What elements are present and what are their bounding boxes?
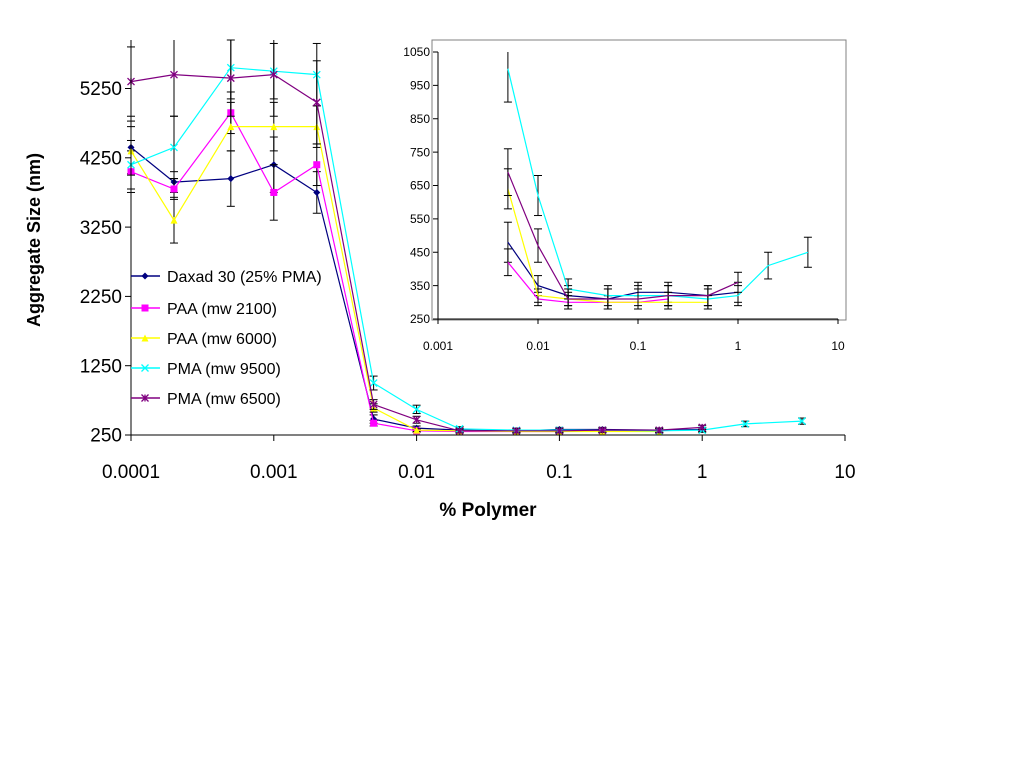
inset-chart: 0.001 0.01 0.1 1 10 250 350 450 550 650 750 850 950 1…	[403, 39, 847, 353]
y-tick-label: 450	[410, 245, 430, 259]
series-4	[503, 148, 742, 310]
y-tick-label: 550	[410, 212, 430, 226]
data-point	[555, 426, 564, 435]
y-tick-label: 1050	[403, 45, 430, 59]
data-point	[312, 98, 321, 107]
series-line	[507, 171, 739, 300]
y-tick-label: 250	[90, 426, 122, 447]
y-tick-label: 650	[410, 179, 430, 193]
data-point	[370, 419, 378, 427]
data-point	[170, 70, 178, 79]
legend-label: PMA (mw 9500)	[167, 361, 281, 378]
y-tick-label: 2250	[80, 287, 122, 308]
series-line	[507, 68, 809, 300]
data-point	[412, 405, 421, 414]
data-point	[270, 188, 278, 196]
y-tick-label: 350	[410, 279, 430, 293]
data-point	[369, 379, 378, 387]
y-tick-label: 750	[410, 145, 430, 159]
x-tick-label: 0.1	[630, 339, 647, 353]
y-tick-label: 3250	[80, 218, 122, 239]
legend-label: Daxad 30 (25% PMA)	[167, 269, 322, 286]
x-tick-label: 0.001	[423, 339, 453, 353]
legend-label: PAA (mw 6000)	[167, 331, 277, 348]
x-tick-label: 1	[697, 462, 708, 483]
y-tick-label: 250	[410, 312, 430, 326]
data-point	[698, 423, 707, 432]
data-point	[655, 426, 664, 435]
data-point	[413, 426, 421, 434]
main-chart: 0.0001 0.001 0.01 0.1 1 102501250225032504250…	[24, 39, 856, 521]
data-point	[141, 334, 149, 342]
x-tick-label: 1	[735, 339, 742, 353]
legend-label: PMA (mw 6500)	[167, 391, 281, 408]
x-tick-label: 0.01	[526, 339, 550, 353]
y-tick-label: 5250	[80, 79, 122, 100]
data-point	[141, 364, 149, 372]
data-point	[798, 417, 806, 426]
y-tick-label: 4250	[80, 148, 122, 169]
y-tick-label: 1250	[80, 356, 122, 377]
x-tick-label: 10	[834, 462, 855, 483]
x-tick-label: 0.0001	[102, 462, 160, 483]
y-tick-label: 850	[410, 112, 430, 126]
data-point	[226, 74, 235, 83]
data-point	[170, 216, 178, 224]
data-point	[598, 426, 607, 435]
data-point	[270, 123, 278, 131]
series-line	[130, 126, 660, 433]
data-point	[512, 426, 521, 435]
legend-label: PAA (mw 2100)	[167, 301, 277, 318]
x-tick-label: 10	[831, 339, 845, 353]
x-axis-title: % Polymer	[439, 500, 537, 521]
data-point	[227, 123, 235, 131]
y-axis-title: Aggregate Size (nm)	[24, 153, 44, 327]
data-point	[455, 426, 464, 435]
x-tick-label: 0.01	[398, 462, 435, 483]
legend: Daxad 30 (25% PMA) PAA (mw 2100) PAA (mw 6…	[131, 269, 322, 408]
data-point	[141, 272, 149, 280]
data-point	[369, 400, 378, 409]
data-point	[741, 419, 750, 428]
inset-frame	[431, 39, 847, 321]
data-point	[412, 415, 421, 424]
x-tick-label: 0.001	[250, 462, 298, 483]
main-axes: 0.0001 0.001 0.01 0.1 1 102501250225032504250…	[80, 40, 856, 483]
x-tick-label: 0.1	[546, 462, 572, 483]
inset-series-layer	[503, 52, 812, 310]
data-point	[313, 161, 321, 169]
data-point	[170, 185, 178, 193]
main-series-layer	[127, 39, 807, 436]
data-point	[313, 188, 321, 196]
y-tick-label: 950	[410, 79, 430, 93]
data-point	[141, 394, 149, 402]
data-point	[269, 70, 278, 79]
data-point	[227, 175, 235, 183]
inset-axes: 0.001 0.01 0.1 1 10 250 350 450 550 650 750 850 950 1…	[403, 45, 845, 353]
data-point	[170, 143, 178, 152]
data-point	[141, 304, 149, 312]
